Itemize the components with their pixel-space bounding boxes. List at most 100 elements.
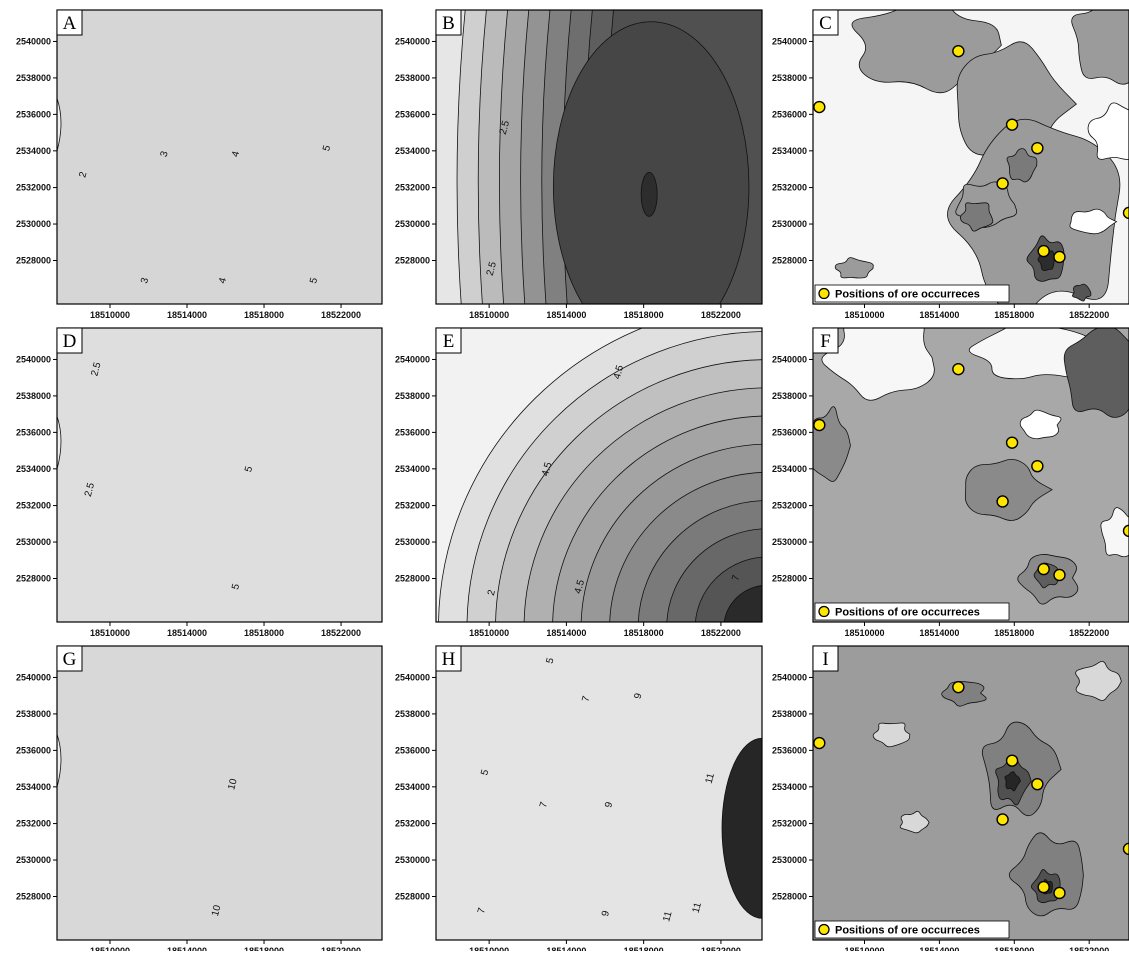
y-tick-label: 2536000 bbox=[395, 427, 430, 437]
contour-band bbox=[57, 646, 382, 940]
y-tick-label: 2532000 bbox=[395, 819, 430, 829]
ore-occurrence-marker bbox=[1032, 143, 1043, 154]
ore-occurrence-marker bbox=[953, 46, 964, 57]
x-tick-label: 18514000 bbox=[167, 628, 207, 638]
y-tick-label: 2532000 bbox=[772, 501, 807, 511]
legend-ore-marker-icon bbox=[819, 925, 829, 935]
y-tick-label: 2538000 bbox=[395, 709, 430, 719]
map-panel-g: 1010G25400002538000253600025340002532000… bbox=[16, 646, 382, 951]
y-tick-label: 2538000 bbox=[772, 73, 807, 83]
ore-occurrence-marker bbox=[1038, 882, 1049, 893]
ore-occurrence-marker bbox=[814, 420, 825, 431]
x-tick-label: 18518000 bbox=[624, 946, 664, 951]
ore-occurrence-marker bbox=[1124, 525, 1129, 536]
ore-occurrence-marker bbox=[1032, 779, 1043, 790]
x-tick-label: 18518000 bbox=[994, 946, 1034, 951]
x-tick-label: 18518000 bbox=[244, 628, 284, 638]
y-tick-label: 2528000 bbox=[772, 891, 807, 901]
x-tick-label: 18518000 bbox=[244, 946, 284, 951]
contour-surface: Positions of ore occurreces bbox=[813, 646, 1129, 940]
y-tick-label: 2538000 bbox=[395, 391, 430, 401]
map-panel-b: 2.52.5B254000025380002536000253400025320… bbox=[395, 10, 762, 351]
ore-occurrence-marker bbox=[1054, 251, 1065, 262]
x-tick-label: 18522000 bbox=[1069, 946, 1109, 951]
y-tick-label: 2534000 bbox=[772, 464, 807, 474]
y-tick-label: 2534000 bbox=[395, 146, 430, 156]
panel-label: C bbox=[819, 13, 832, 34]
y-tick-label: 2536000 bbox=[16, 745, 51, 755]
y-tick-label: 2536000 bbox=[772, 109, 807, 119]
y-tick-label: 2540000 bbox=[395, 354, 430, 364]
x-tick-label: 18510000 bbox=[90, 310, 130, 320]
x-tick-label: 18514000 bbox=[167, 310, 207, 320]
ore-occurrence-marker bbox=[1038, 246, 1049, 257]
x-tick-label: 18518000 bbox=[624, 628, 664, 638]
x-tick-label: 18522000 bbox=[701, 310, 741, 320]
y-tick-label: 2530000 bbox=[772, 219, 807, 229]
panel-label: F bbox=[820, 331, 831, 352]
y-tick-label: 2532000 bbox=[16, 183, 51, 193]
ore-occurrence-marker bbox=[1054, 887, 1065, 898]
x-tick-label: 18518000 bbox=[994, 310, 1034, 320]
y-tick-label: 2538000 bbox=[395, 73, 430, 83]
legend-label: Positions of ore occurreces bbox=[835, 607, 980, 619]
y-tick-label: 2530000 bbox=[772, 537, 807, 547]
x-tick-label: 18522000 bbox=[321, 310, 361, 320]
y-tick-label: 2528000 bbox=[16, 891, 51, 901]
x-tick-label: 18510000 bbox=[844, 946, 884, 951]
y-tick-label: 2532000 bbox=[772, 819, 807, 829]
ore-occurrence-marker bbox=[1124, 207, 1129, 218]
x-tick-label: 18510000 bbox=[469, 946, 509, 951]
x-tick-label: 18510000 bbox=[469, 310, 509, 320]
y-tick-label: 2540000 bbox=[772, 36, 807, 46]
y-tick-label: 2532000 bbox=[395, 501, 430, 511]
x-tick-label: 18514000 bbox=[546, 946, 586, 951]
x-tick-label: 18514000 bbox=[919, 628, 959, 638]
y-tick-label: 2536000 bbox=[16, 427, 51, 437]
ore-occurrence-marker bbox=[953, 682, 964, 693]
legend-ore-marker-icon bbox=[819, 289, 829, 299]
y-tick-label: 2540000 bbox=[772, 354, 807, 364]
y-tick-label: 2528000 bbox=[16, 573, 51, 583]
ore-occurrence-marker bbox=[997, 496, 1008, 507]
x-tick-label: 18510000 bbox=[844, 310, 884, 320]
y-tick-label: 2532000 bbox=[772, 183, 807, 193]
ore-occurrence-marker bbox=[1032, 461, 1043, 472]
contour-surface: 2.52.5 bbox=[436, 10, 762, 351]
ore-occurrence-marker bbox=[1007, 119, 1018, 130]
legend-ore-marker-icon bbox=[819, 607, 829, 617]
x-tick-label: 18522000 bbox=[701, 628, 741, 638]
y-tick-label: 2528000 bbox=[395, 255, 430, 265]
y-tick-label: 2534000 bbox=[772, 146, 807, 156]
y-tick-label: 2528000 bbox=[16, 255, 51, 265]
y-tick-label: 2536000 bbox=[395, 109, 430, 119]
ore-occurrence-marker bbox=[953, 364, 964, 375]
y-tick-label: 2530000 bbox=[16, 537, 51, 547]
y-tick-label: 2538000 bbox=[16, 709, 51, 719]
y-tick-label: 2534000 bbox=[772, 782, 807, 792]
y-tick-label: 2528000 bbox=[395, 573, 430, 583]
map-panel-f: Positions of ore occurrecesF254000025380… bbox=[772, 319, 1129, 638]
ore-occurrence-marker bbox=[814, 102, 825, 113]
x-tick-label: 18522000 bbox=[1069, 310, 1109, 320]
y-tick-label: 2536000 bbox=[395, 745, 430, 755]
panel-label: E bbox=[443, 331, 455, 352]
legend-label: Positions of ore occurreces bbox=[835, 925, 980, 937]
y-tick-label: 2528000 bbox=[772, 573, 807, 583]
contour-band bbox=[641, 172, 657, 216]
x-tick-label: 18522000 bbox=[321, 628, 361, 638]
panel-label: G bbox=[63, 649, 77, 670]
contour-surface: 2.52.555 bbox=[57, 328, 382, 622]
y-tick-label: 2530000 bbox=[16, 855, 51, 865]
x-tick-label: 18522000 bbox=[701, 946, 741, 951]
y-tick-label: 2532000 bbox=[16, 819, 51, 829]
y-tick-label: 2530000 bbox=[395, 855, 430, 865]
y-tick-label: 2534000 bbox=[395, 464, 430, 474]
panel-label: I bbox=[822, 649, 828, 670]
y-tick-label: 2532000 bbox=[16, 501, 51, 511]
legend-label: Positions of ore occurreces bbox=[835, 289, 980, 301]
